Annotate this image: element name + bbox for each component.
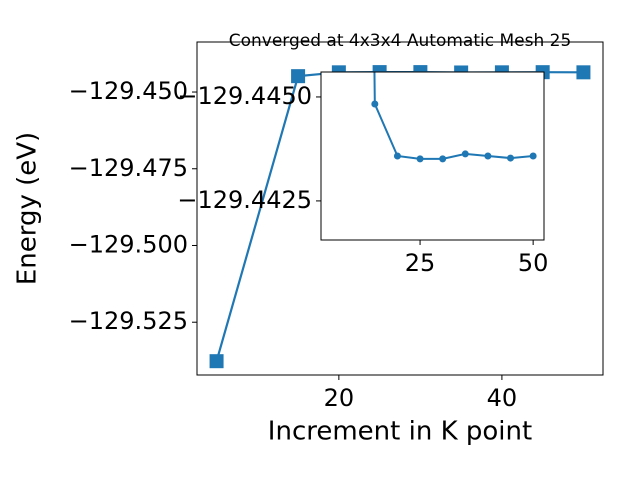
marker: [507, 154, 515, 162]
chart-title: Converged at 4x3x4 Automatic Mesh 25: [229, 31, 572, 51]
axes-frame: [320, 71, 545, 241]
y-tick-label: −129.525: [69, 307, 188, 335]
y-tick-label: −129.500: [69, 230, 188, 258]
x-axis-label: Increment in K point: [268, 417, 532, 447]
marker: [291, 69, 306, 84]
marker: [439, 155, 447, 163]
marker: [416, 155, 424, 163]
marker: [529, 152, 537, 160]
marker: [461, 150, 469, 158]
x-tick-label: 50: [518, 249, 549, 277]
marker: [576, 65, 591, 80]
marker: [484, 152, 492, 160]
x-tick-label: 40: [487, 384, 518, 412]
y-tick-label: −129.4425: [177, 186, 312, 214]
x-tick-label: 25: [405, 249, 436, 277]
y-tick-label: −129.4450: [177, 82, 312, 110]
y-tick-label: −129.450: [69, 77, 188, 105]
x-tick-label: 20: [324, 384, 355, 412]
y-axis-label: Energy (eV): [13, 132, 43, 285]
marker: [393, 152, 401, 160]
plot-area: [371, 72, 537, 163]
axes-frame: [196, 41, 604, 376]
marker: [371, 100, 379, 108]
marker: [209, 354, 224, 369]
axes-background: [321, 72, 544, 240]
y-tick-label: −129.475: [69, 154, 188, 182]
